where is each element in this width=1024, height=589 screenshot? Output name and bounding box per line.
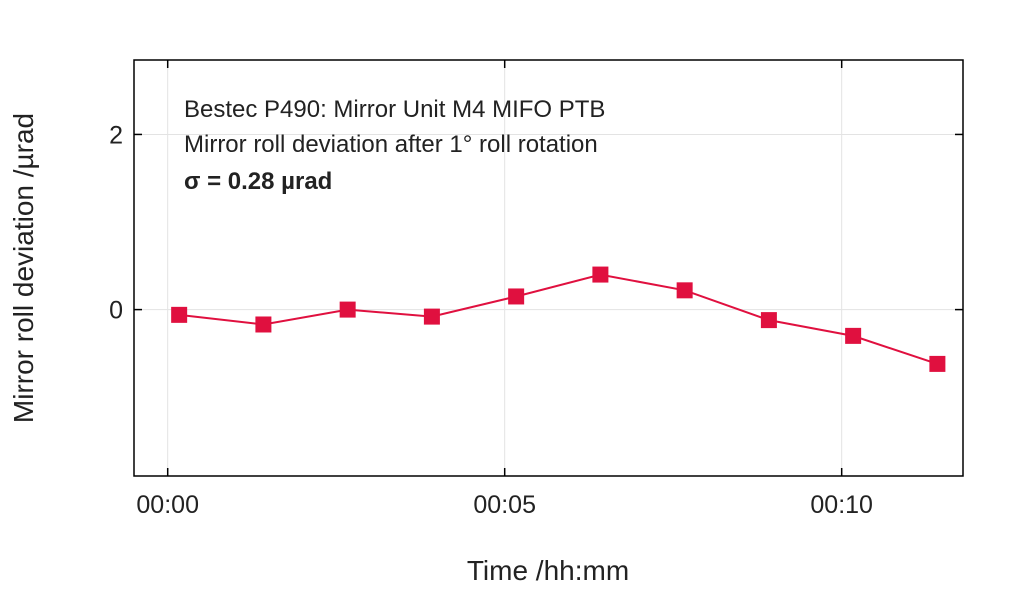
y-tick-label: 0 bbox=[109, 297, 123, 325]
x-tick-label: 00:05 bbox=[473, 491, 536, 519]
axis-ticks: 00:00 00:05 00:10 0 2 bbox=[109, 60, 963, 519]
data-point bbox=[171, 306, 188, 323]
series-line bbox=[179, 273, 938, 365]
plot-frame bbox=[133, 59, 964, 477]
y-tick-label: 2 bbox=[109, 121, 123, 149]
data-series bbox=[171, 266, 946, 372]
data-point bbox=[929, 355, 946, 372]
data-point bbox=[760, 312, 777, 329]
annotation-subtitle: Mirror roll deviation after 1° roll rota… bbox=[184, 131, 598, 158]
grid-lines bbox=[134, 60, 963, 476]
data-point bbox=[592, 266, 609, 283]
data-point bbox=[508, 288, 525, 305]
annotation-title: Bestec P490: Mirror Unit M4 MIFO PTB bbox=[184, 96, 605, 123]
data-point bbox=[255, 316, 272, 333]
data-point bbox=[845, 327, 862, 344]
data-point bbox=[676, 282, 693, 299]
x-tick-label: 00:10 bbox=[810, 491, 873, 519]
x-tick-label: 00:00 bbox=[136, 491, 199, 519]
annotation-sigma: σ = 0.28 µrad bbox=[184, 168, 332, 195]
x-axis-label: Time /hh:mm bbox=[467, 555, 629, 586]
data-point bbox=[339, 301, 356, 318]
data-point bbox=[423, 308, 440, 325]
y-axis-label: Mirror roll deviation /µrad bbox=[8, 113, 39, 423]
